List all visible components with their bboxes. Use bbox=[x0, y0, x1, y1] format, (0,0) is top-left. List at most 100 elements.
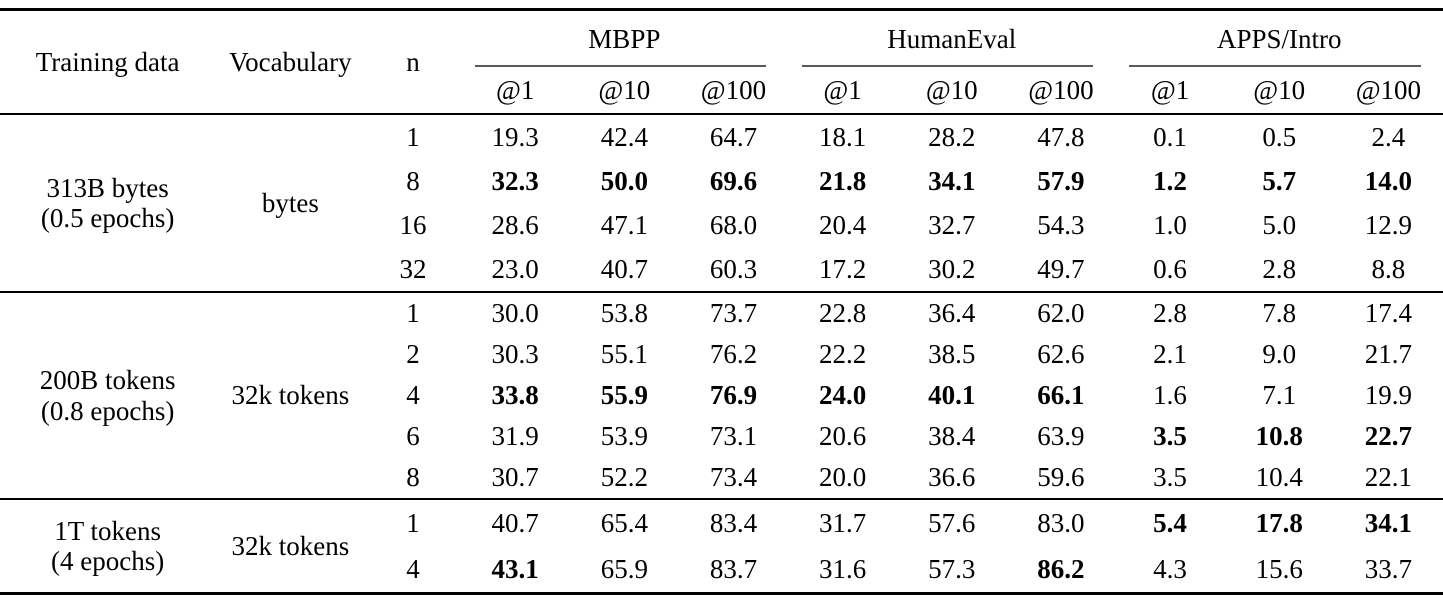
metric-cell: 8.8 bbox=[1371, 253, 1406, 284]
metric-cell: 50.0 bbox=[600, 165, 648, 196]
vocabulary-cell: 32k tokens bbox=[231, 380, 350, 410]
n-cell: 16 bbox=[399, 209, 427, 240]
metric-cell: 30.0 bbox=[491, 298, 539, 328]
metric-cell: 15.6 bbox=[1255, 553, 1303, 584]
n-cell: 32 bbox=[399, 253, 427, 284]
metric-cell: 47.8 bbox=[1037, 121, 1085, 152]
metric-cell: 32.3 bbox=[491, 165, 539, 196]
metric-cell: 12.9 bbox=[1364, 209, 1412, 240]
vocabulary-cell: bytes bbox=[261, 187, 319, 218]
results-table: Training data Vocabulary n MBPP HumanEva… bbox=[0, 8, 1443, 595]
metric-cell: 17.8 bbox=[1255, 507, 1303, 538]
metric-cell: 10.8 bbox=[1255, 421, 1303, 451]
metric-cell: 22.8 bbox=[818, 298, 867, 328]
block-1t-tokens: 1T tokens (4 epochs) 32k tokens 1 40.7 6… bbox=[0, 499, 1443, 594]
metric-cell: 14.0 bbox=[1364, 165, 1412, 196]
metric-cell: 17.2 bbox=[818, 253, 867, 284]
metric-cell: 2.8 bbox=[1153, 298, 1187, 328]
metric-cell: 40.1 bbox=[928, 380, 976, 410]
metric-cell: 55.9 bbox=[600, 380, 648, 410]
metric-cell: 28.6 bbox=[491, 209, 539, 240]
metric-cell: 40.7 bbox=[600, 253, 648, 284]
metric-cell: 10.4 bbox=[1255, 462, 1303, 492]
header-row-subcols: @1 @10 @100 @1 @10 @100 @1 @10 @100 bbox=[0, 67, 1443, 114]
metric-cell: 47.1 bbox=[600, 209, 648, 240]
col-header-humaneval-at100: @100 bbox=[1028, 74, 1094, 105]
metric-cell: 38.4 bbox=[928, 421, 976, 451]
metric-cell: 7.1 bbox=[1262, 380, 1297, 410]
n-cell: 1 bbox=[406, 121, 420, 152]
n-cell: 8 bbox=[406, 165, 420, 196]
metric-cell: 32.7 bbox=[928, 209, 976, 240]
n-cell: 4 bbox=[406, 380, 420, 410]
metric-cell: 83.4 bbox=[709, 507, 758, 538]
metric-cell: 34.1 bbox=[1364, 507, 1412, 538]
table-row: 8 30.7 52.2 73.4 20.0 36.6 59.6 3.5 10.4… bbox=[0, 457, 1443, 499]
col-header-apps-at100: @100 bbox=[1355, 74, 1422, 105]
metric-cell: 2.4 bbox=[1371, 121, 1406, 152]
col-header-n: n bbox=[406, 46, 420, 77]
metric-cell: 18.1 bbox=[818, 121, 867, 152]
paper-table-figure: Training data Vocabulary n MBPP HumanEva… bbox=[0, 8, 1443, 595]
metric-cell: 66.1 bbox=[1037, 380, 1085, 410]
metric-cell: 5.4 bbox=[1153, 507, 1187, 538]
metric-cell: 20.4 bbox=[818, 209, 867, 240]
metric-cell: 38.5 bbox=[928, 339, 976, 369]
training-data-line1: 1T tokens bbox=[54, 515, 162, 546]
metric-cell: 30.2 bbox=[928, 253, 976, 284]
metric-cell: 22.2 bbox=[818, 339, 867, 369]
metric-cell: 20.6 bbox=[818, 421, 867, 451]
metric-cell: 30.7 bbox=[491, 462, 539, 492]
table-row: 1T tokens (4 epochs) 32k tokens 1 40.7 6… bbox=[0, 499, 1443, 577]
metric-cell: 24.0 bbox=[818, 380, 867, 410]
table-row: 32 23.0 40.7 60.3 17.2 30.2 49.7 0.6 2.8… bbox=[0, 247, 1443, 292]
table-row: 16 28.6 47.1 68.0 20.4 32.7 54.3 1.0 5.0… bbox=[0, 203, 1443, 247]
n-cell: 1 bbox=[406, 298, 420, 328]
training-data-line2: (0.8 epochs) bbox=[40, 395, 175, 426]
col-header-humaneval-at10: @10 bbox=[925, 74, 978, 105]
metric-cell: 3.5 bbox=[1153, 421, 1187, 451]
metric-cell: 30.3 bbox=[491, 339, 539, 369]
table-row: 8 32.3 50.0 69.6 21.8 34.1 57.9 1.2 5.7 … bbox=[0, 159, 1443, 203]
metric-cell: 23.0 bbox=[491, 253, 539, 284]
metric-cell: 2.1 bbox=[1153, 339, 1187, 369]
n-cell: 2 bbox=[406, 339, 420, 369]
col-group-mbpp: MBPP bbox=[461, 10, 788, 68]
metric-cell: 65.9 bbox=[600, 553, 648, 584]
metric-cell: 21.8 bbox=[818, 165, 867, 196]
vocabulary-cell: 32k tokens bbox=[231, 530, 350, 561]
metric-cell: 33.8 bbox=[491, 380, 539, 410]
col-group-apps-intro: APPS/Intro bbox=[1115, 10, 1443, 68]
metric-cell: 57.9 bbox=[1037, 165, 1085, 196]
n-cell: 6 bbox=[406, 421, 420, 451]
metric-cell: 86.2 bbox=[1037, 553, 1085, 584]
block-200b-tokens: 200B tokens (0.8 epochs) 32k tokens 1 30… bbox=[0, 292, 1443, 499]
metric-cell: 36.4 bbox=[928, 298, 976, 328]
metric-cell: 63.9 bbox=[1037, 421, 1085, 451]
table-header: Training data Vocabulary n MBPP HumanEva… bbox=[0, 10, 1443, 114]
metric-cell: 60.3 bbox=[709, 253, 758, 284]
metric-cell: 5.7 bbox=[1262, 165, 1297, 196]
training-data-line1: 313B bytes bbox=[46, 172, 169, 203]
metric-cell: 62.0 bbox=[1037, 298, 1085, 328]
metric-cell: 69.6 bbox=[709, 165, 758, 196]
metric-cell: 59.6 bbox=[1037, 462, 1085, 492]
table-row: 4 33.8 55.9 76.9 24.0 40.1 66.1 1.6 7.1 … bbox=[0, 375, 1443, 416]
metric-cell: 33.7 bbox=[1364, 553, 1412, 584]
col-header-mbpp-at100: @100 bbox=[700, 74, 767, 105]
metric-cell: 20.0 bbox=[818, 462, 867, 492]
col-group-humaneval: HumanEval bbox=[788, 10, 1115, 68]
metric-cell: 34.1 bbox=[928, 165, 976, 196]
metric-cell: 1.2 bbox=[1153, 165, 1187, 196]
metric-cell: 43.1 bbox=[491, 553, 539, 584]
metric-cell: 52.2 bbox=[600, 462, 648, 492]
metric-cell: 1.6 bbox=[1153, 380, 1187, 410]
training-data-cell: 1T tokens (4 epochs) bbox=[0, 499, 215, 594]
metric-cell: 9.0 bbox=[1262, 339, 1297, 369]
metric-cell: 73.4 bbox=[709, 462, 758, 492]
metric-cell: 31.7 bbox=[818, 507, 867, 538]
metric-cell: 42.4 bbox=[600, 121, 648, 152]
table-row: 200B tokens (0.8 epochs) 32k tokens 1 30… bbox=[0, 292, 1443, 426]
metric-cell: 68.0 bbox=[709, 209, 758, 240]
metric-cell: 0.1 bbox=[1153, 121, 1187, 152]
